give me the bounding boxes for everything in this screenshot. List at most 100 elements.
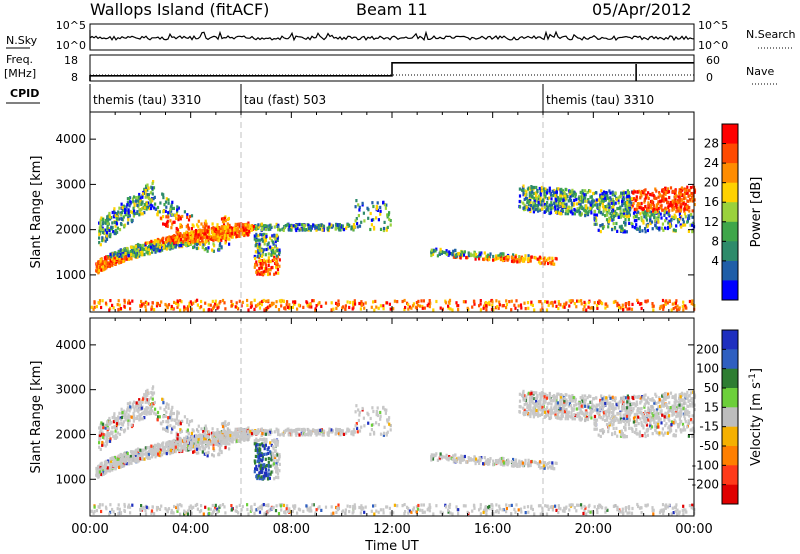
power-cell <box>559 190 562 194</box>
power-cell <box>680 186 684 190</box>
nsearch-label: N.Search <box>746 28 796 41</box>
power-cell <box>123 300 126 304</box>
power-cell <box>270 266 273 270</box>
velocity-cell <box>147 406 150 410</box>
power-cell <box>562 198 565 202</box>
velocity-cell <box>240 432 243 437</box>
power-cell <box>245 227 248 231</box>
power-cell <box>113 251 116 255</box>
power-cell <box>389 223 392 227</box>
power-cell <box>173 238 176 242</box>
power-cell <box>556 196 559 200</box>
power-cell <box>684 304 687 308</box>
power-cell <box>587 198 590 202</box>
power-cell <box>261 272 264 276</box>
power-cell <box>654 219 657 223</box>
velocity-cell <box>168 442 171 446</box>
velocity-cell <box>177 446 180 450</box>
power-cell <box>152 186 156 190</box>
power-cell <box>258 306 262 310</box>
velocity-cell <box>97 464 100 469</box>
power-cell <box>622 201 626 206</box>
power-cell <box>687 199 690 203</box>
power-cell <box>192 301 195 305</box>
power-cell <box>479 299 482 303</box>
power-cell <box>249 225 252 229</box>
power-cell <box>658 191 661 195</box>
power-cell <box>652 209 655 213</box>
power-cell <box>153 206 156 210</box>
power-cell <box>105 234 108 238</box>
velocity-cell <box>139 457 142 461</box>
velocity-cell <box>171 443 174 447</box>
power-cell <box>388 302 391 306</box>
power-cell <box>136 210 139 214</box>
power-cell <box>585 204 588 208</box>
freq-frame <box>89 54 695 82</box>
nsearch-tick: 10^0 <box>698 39 728 52</box>
power-cell <box>202 243 205 247</box>
power-cell <box>606 204 609 208</box>
power-cell <box>101 268 104 272</box>
velocity-cell <box>101 431 104 435</box>
velocity-cell <box>322 433 325 437</box>
velocity-cell <box>223 438 226 442</box>
power-cell <box>572 190 575 194</box>
power-cell <box>608 199 611 203</box>
power-cell <box>672 215 675 220</box>
power-cell <box>183 210 186 214</box>
power-cell <box>483 251 486 255</box>
power-cell <box>597 228 600 232</box>
power-cell <box>197 219 200 223</box>
power-cell <box>446 252 449 256</box>
power-cell <box>300 226 303 230</box>
power-cell <box>682 220 685 224</box>
power-cell <box>657 195 660 199</box>
velocity-cell <box>106 466 109 470</box>
velocity-cell <box>189 440 192 444</box>
power-cell <box>570 190 573 194</box>
velocity-cell <box>213 434 216 438</box>
power-cell <box>647 206 650 210</box>
power-cell <box>205 247 208 251</box>
power-cell <box>255 234 258 238</box>
power-cell <box>639 212 642 216</box>
power-cell <box>586 199 589 204</box>
power-cell <box>150 239 153 244</box>
velocity-cell <box>145 397 148 401</box>
power-cell <box>361 302 364 306</box>
power-cell <box>596 303 599 308</box>
power-cell <box>149 197 152 201</box>
power-cell <box>647 201 650 205</box>
velocity-cell <box>143 408 146 412</box>
power-cell <box>614 191 617 195</box>
power-cell <box>403 298 406 303</box>
power-cell <box>291 305 294 309</box>
velocity-cell <box>128 409 131 413</box>
power-cell <box>95 269 98 273</box>
power-cell <box>113 259 116 263</box>
power-cell <box>158 249 161 253</box>
power-cell <box>655 205 658 209</box>
power-cell <box>146 251 149 255</box>
power-cell <box>357 214 360 218</box>
power-cell <box>130 245 133 249</box>
power-cell <box>606 196 610 200</box>
power-cell <box>264 261 267 265</box>
power-cell <box>568 209 571 213</box>
power-cell <box>623 212 626 216</box>
power-cell <box>639 191 642 195</box>
power-cell <box>233 227 236 231</box>
velocity-cell <box>165 452 168 456</box>
power-cell <box>575 198 578 202</box>
power-cell <box>179 299 182 303</box>
power-cell <box>502 258 505 262</box>
power-cell <box>622 308 625 312</box>
power-cell <box>274 245 277 249</box>
power-cell <box>471 305 474 309</box>
velocity-cell <box>140 455 143 459</box>
power-cell <box>173 300 176 304</box>
power-cell <box>151 198 154 202</box>
velocity-cell <box>139 404 142 408</box>
power-cell <box>335 301 338 305</box>
